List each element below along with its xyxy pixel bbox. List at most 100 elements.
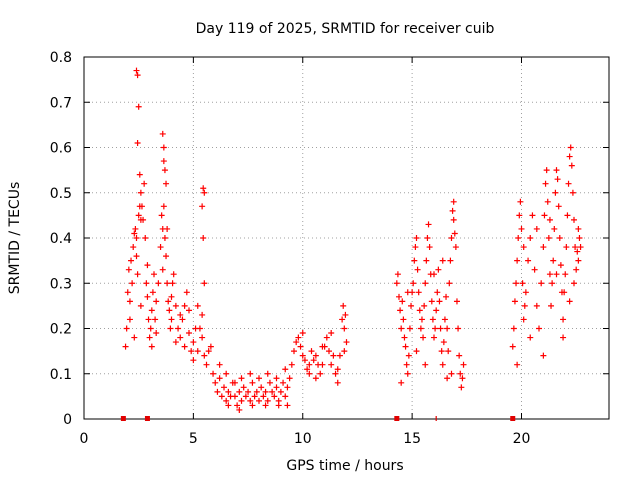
data-point: [341, 325, 348, 332]
data-point: [205, 348, 212, 355]
data-point: [135, 212, 142, 219]
data-point: [130, 244, 137, 251]
axis-ticks: 0 0.1 0.2 0.3 0.4 0.5 0.6 0.7 0.8 0 5 10 15 20: [50, 50, 609, 447]
data-point: [549, 280, 556, 287]
data-point: [160, 203, 167, 210]
data-point: [124, 289, 131, 296]
data-point: [573, 266, 580, 273]
data-point: [554, 176, 561, 183]
data-point: [401, 334, 408, 341]
data-point: [216, 375, 223, 382]
data-point: [567, 144, 574, 151]
data-point: [266, 379, 273, 386]
data-point: [520, 316, 527, 323]
y-tick-label: 0.4: [50, 231, 72, 247]
data-point: [341, 348, 348, 355]
data-point: [260, 393, 267, 400]
data-point: [133, 235, 140, 241]
data-point: [413, 348, 420, 355]
data-point: [210, 370, 217, 377]
data-point: [433, 307, 440, 314]
data-point: [561, 289, 568, 296]
data-point: [432, 325, 439, 332]
data-point: [163, 180, 170, 187]
data-point: [126, 298, 133, 305]
data-point: [234, 402, 241, 409]
data-point: [200, 235, 207, 241]
data-point: [520, 244, 527, 251]
data-point: [152, 316, 159, 323]
data-point: [417, 325, 424, 332]
data-point: [457, 370, 464, 377]
data-point: [262, 402, 269, 409]
data-point: [449, 207, 456, 214]
data-point: [238, 375, 245, 382]
data-point: [428, 298, 435, 305]
data-point: [546, 271, 553, 278]
data-point: [565, 180, 572, 187]
baseline-markers: [120, 416, 516, 421]
data-point: [319, 361, 326, 368]
data-point: [223, 397, 230, 404]
data-point: [136, 203, 143, 210]
data-point: [122, 343, 129, 350]
data-point: [531, 266, 538, 273]
x-tick-label: 0: [80, 431, 89, 447]
data-point: [141, 180, 148, 187]
data-point: [544, 198, 551, 205]
data-point: [168, 293, 175, 300]
data-point: [145, 316, 152, 323]
data-point: [194, 302, 201, 309]
data-point: [179, 316, 186, 323]
x-tick-label: 20: [513, 431, 531, 447]
data-point: [424, 235, 431, 241]
data-point: [161, 235, 168, 241]
data-point: [247, 397, 254, 404]
y-tick-label: 0.2: [50, 322, 72, 338]
y-axis-label: SRMTID / TECUs: [7, 182, 23, 295]
data-point: [334, 366, 341, 373]
baseline-marker: [120, 416, 126, 421]
data-point: [458, 384, 465, 391]
data-point: [236, 406, 243, 413]
data-point: [291, 348, 297, 355]
data-point: [262, 388, 269, 395]
data-point: [312, 375, 319, 382]
data-point: [148, 343, 155, 350]
data-point: [509, 343, 516, 350]
x-tick-label: 10: [294, 431, 312, 447]
data-point: [416, 307, 423, 314]
data-point: [542, 180, 549, 187]
x-axis-label: GPS time / hours: [286, 458, 403, 474]
data-point: [422, 361, 429, 368]
data-point: [293, 339, 300, 346]
data-point: [161, 167, 168, 174]
data-point: [533, 302, 540, 309]
data-point: [249, 402, 256, 409]
data-point: [399, 298, 406, 305]
data-point: [398, 379, 405, 386]
data-point: [451, 230, 458, 237]
data-point: [422, 280, 429, 287]
data-point: [312, 352, 319, 359]
data-point: [510, 325, 517, 332]
data-point: [135, 103, 142, 110]
chart-title: Day 119 of 2025, SRMTID for receiver cui…: [196, 21, 495, 37]
data-point: [223, 370, 230, 377]
data-point: [571, 216, 577, 223]
data-point: [517, 198, 524, 205]
data-point: [301, 357, 308, 364]
data-point: [144, 293, 151, 300]
data-point: [231, 393, 238, 400]
data-point: [160, 158, 167, 165]
data-point: [221, 384, 227, 391]
data-point: [402, 343, 409, 350]
data-point: [425, 221, 432, 228]
data-point: [533, 225, 540, 232]
data-point: [225, 402, 232, 409]
data-point: [562, 271, 569, 278]
data-point: [514, 361, 521, 368]
data-point: [525, 257, 532, 264]
data-point: [446, 280, 453, 287]
data-point: [527, 334, 534, 341]
